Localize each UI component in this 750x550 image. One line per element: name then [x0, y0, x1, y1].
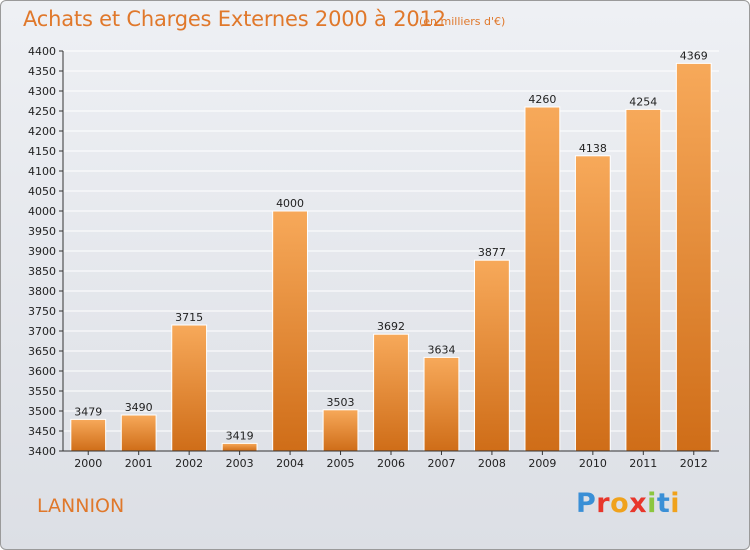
chart-title: Achats et Charges Externes 2000 à 2012 — [23, 7, 446, 31]
x-tick-label: 2010 — [579, 457, 607, 470]
bar — [524, 106, 561, 452]
bar — [574, 155, 611, 452]
bar — [625, 108, 662, 452]
y-tick-label: 4400 — [28, 45, 56, 58]
x-axis-ticks: 2000 2001 2002 2003 2004 2005 2006 2007 2008 2009… — [74, 451, 708, 470]
y-tick-label: 4300 — [28, 85, 56, 98]
bar — [272, 210, 308, 452]
data-label: 4000 — [276, 197, 304, 210]
y-tick-label: 3900 — [28, 245, 56, 258]
city-label: LANNION — [37, 495, 125, 517]
x-tick-label: 2009 — [528, 457, 556, 470]
y-tick-label: 4250 — [28, 105, 56, 118]
y-tick-label: 3550 — [28, 385, 56, 398]
proxiti-logo: Proxiti — [576, 488, 680, 519]
axes — [62, 51, 719, 452]
data-label: 4254 — [629, 95, 657, 108]
bar — [70, 418, 107, 452]
data-label: 3503 — [327, 396, 355, 409]
data-label: 3715 — [175, 311, 203, 324]
x-tick-label: 2001 — [125, 457, 153, 470]
y-tick-label: 3750 — [28, 305, 56, 318]
data-label: 3692 — [377, 320, 405, 333]
x-tick-label: 2007 — [427, 457, 455, 470]
y-tick-label: 3450 — [28, 425, 56, 438]
logo-letter: i — [647, 488, 657, 519]
data-labels: 3479 3490 3715 3419 4000 3503 3692 3634 3877 4260… — [74, 49, 708, 442]
bars — [70, 62, 712, 452]
bar — [221, 442, 258, 452]
logo-letter: x — [629, 488, 648, 519]
data-label: 4138 — [579, 142, 607, 155]
y-tick-label: 3600 — [28, 365, 56, 378]
y-tick-label: 3400 — [28, 445, 56, 458]
y-tick-label: 3950 — [28, 225, 56, 238]
bar — [423, 356, 460, 452]
data-label: 3634 — [427, 343, 455, 356]
y-tick-label: 3800 — [28, 285, 56, 298]
x-tick-label: 2005 — [327, 457, 355, 470]
x-tick-label: 2003 — [226, 457, 254, 470]
logo-letter: i — [670, 488, 681, 519]
bar — [322, 409, 359, 452]
y-axis-ticks: 3400 3450 3500 3550 3600 3650 3700 3750 3800 3850… — [28, 45, 63, 458]
data-label: 3877 — [478, 246, 506, 259]
y-tick-label: 4200 — [28, 125, 56, 138]
x-tick-label: 2002 — [175, 457, 203, 470]
bar — [373, 333, 409, 452]
data-label: 4369 — [680, 49, 708, 62]
y-tick-label: 3850 — [28, 265, 56, 278]
data-label: 3490 — [125, 401, 153, 414]
y-tick-label: 4350 — [28, 65, 56, 78]
x-tick-label: 2004 — [276, 457, 304, 470]
y-tick-label: 3650 — [28, 345, 56, 358]
logo-letter: t — [656, 488, 671, 519]
data-label: 4260 — [528, 93, 556, 106]
x-tick-label: 2008 — [478, 457, 506, 470]
data-label: 3419 — [226, 429, 254, 442]
x-tick-label: 2011 — [629, 457, 657, 470]
bar — [120, 414, 157, 452]
y-tick-label: 3700 — [28, 325, 56, 338]
x-tick-label: 2012 — [680, 457, 708, 470]
data-label: 3479 — [74, 405, 102, 418]
y-tick-label: 4000 — [28, 205, 56, 218]
x-tick-label: 2000 — [74, 457, 102, 470]
y-tick-label: 3500 — [28, 405, 56, 418]
bar — [474, 259, 510, 452]
logo-letter: P — [576, 488, 597, 519]
bar — [171, 324, 208, 452]
x-tick-label: 2006 — [377, 457, 405, 470]
y-tick-label: 4050 — [28, 185, 56, 198]
chart-subtitle: (en milliers d'€) — [419, 15, 506, 28]
logo-letter: o — [610, 488, 630, 519]
y-tick-label: 4100 — [28, 165, 56, 178]
logo-letter: r — [596, 488, 611, 519]
bar — [675, 62, 712, 452]
y-tick-label: 4150 — [28, 145, 56, 158]
